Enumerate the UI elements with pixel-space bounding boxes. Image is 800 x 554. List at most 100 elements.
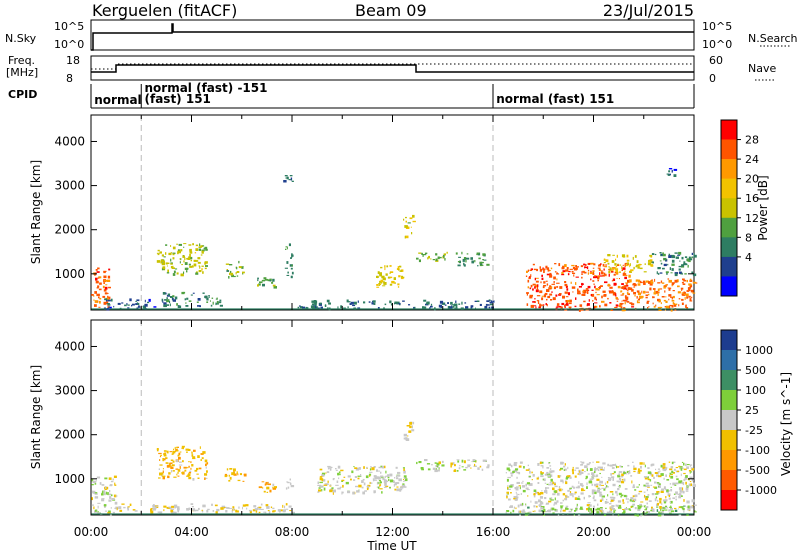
- power-colorbar-swatch: [721, 276, 737, 297]
- velocity-colorbar-swatch: [721, 390, 737, 411]
- velocity-data-regions: [91, 421, 697, 517]
- velocity-region: [116, 503, 295, 515]
- power-colorbar-swatch: [721, 256, 737, 277]
- nsky-bottom-tick: 10^0: [54, 38, 84, 51]
- velocity-colorbar-swatch: [721, 410, 737, 431]
- power-region: [257, 277, 277, 289]
- nave-label: Nave: [748, 62, 776, 75]
- velocity-region: [416, 459, 490, 473]
- cpid-program-label: normal: [94, 93, 141, 107]
- velocity-region: [317, 465, 408, 495]
- power-region: [619, 278, 698, 312]
- nsearch-bottom-tick: 10^0: [702, 38, 732, 51]
- power-region: [91, 267, 111, 308]
- power-colorbar-swatch: [721, 120, 737, 140]
- velocity-region: [285, 478, 295, 490]
- velocity-colorbar-tick-label: 25: [745, 404, 759, 417]
- velocity-region: [224, 468, 247, 482]
- power-colorbar-swatch: [721, 217, 737, 238]
- power-colorbar-swatch: [721, 178, 737, 199]
- power-region: [156, 243, 208, 277]
- x-tick-label: 00:00: [677, 525, 712, 539]
- velocity-colorbar-tick-label: 1000: [745, 344, 773, 357]
- velocity-region: [91, 475, 119, 517]
- velocity-colorbar-swatch: [721, 490, 737, 511]
- power-ytick-label: 3000: [54, 179, 85, 193]
- power-colorbar: 28 24 20 16 12 8 4: [720, 119, 759, 297]
- freq-top-tick: 18: [66, 54, 80, 67]
- nsky-label: N.Sky: [5, 32, 37, 45]
- velocity-colorbar-swatch: [721, 370, 737, 391]
- power-ytick-label: 2000: [54, 223, 85, 237]
- velocity-colorbar-tick-label: -1000: [745, 484, 777, 497]
- nave-bottom-tick: 0: [709, 72, 716, 85]
- power-colorbar-frame: [720, 119, 738, 297]
- power-colorbar-tick-label: 16: [745, 192, 759, 205]
- velocity-colorbar-swatch: [721, 450, 737, 471]
- nsky-top-tick: 10^5: [54, 20, 84, 33]
- power-ytick-label: 4000: [54, 134, 85, 148]
- power-data-regions: [91, 168, 698, 312]
- velocity-colorbar-tick-label: 500: [745, 364, 766, 377]
- velocity-colorbar-swatch: [721, 470, 737, 491]
- cpid-program-label: normal (fast) -151: [145, 81, 268, 95]
- date-title: 23/Jul/2015: [603, 1, 694, 20]
- power-region: [416, 251, 448, 263]
- power-region: [666, 168, 678, 177]
- velocity-colorbar-label: Velocity [m s^-1]: [779, 372, 793, 476]
- power-y-axis-label: Slant Range [km]: [29, 160, 43, 264]
- nsearch-label: N.Search: [748, 32, 798, 45]
- velocity-ytick-label: 1000: [54, 472, 85, 486]
- nave-top-tick: 60: [709, 54, 723, 67]
- velocity-region: [156, 445, 209, 481]
- nave-line: [91, 63, 694, 70]
- velocity-colorbar-swatch: [721, 330, 737, 351]
- freq-label-line1: Freq.: [8, 54, 35, 67]
- cpid-panel: normal normal (fast) -151(fast) 151 normal…: [90, 81, 695, 109]
- power-colorbar-swatch: [721, 198, 737, 219]
- power-region: [376, 265, 405, 288]
- power-colorbar-tick-label: 4: [745, 251, 752, 264]
- freq-line: [91, 64, 694, 73]
- cpid-label: CPID: [8, 88, 37, 101]
- power-colorbar-tick-label: 20: [745, 173, 759, 186]
- freq-label-line2: [MHz]: [6, 66, 38, 79]
- velocity-colorbar-swatch: [721, 430, 737, 451]
- velocity-y-axis-label: Slant Range [km]: [29, 365, 43, 469]
- velocity-region: [258, 481, 277, 493]
- velocity-colorbar-tick-label: 100: [745, 384, 766, 397]
- x-tick-label: 12:00: [375, 525, 410, 539]
- power-region: [651, 251, 697, 277]
- cpid-program-label: (fast) 151: [145, 92, 211, 106]
- x-tick-label: 08:00: [275, 525, 310, 539]
- power-colorbar-swatch: [721, 237, 737, 258]
- velocity-panel: 1000 2000 3000 4000 00:00 04:00 08:00 12:00 16:…: [29, 319, 712, 553]
- power-panel: 1000 2000 3000 4000 Slant Range [km]: [29, 114, 698, 312]
- x-tick-label: 20:00: [576, 525, 611, 539]
- power-region: [603, 254, 654, 274]
- velocity-ytick-label: 3000: [54, 384, 85, 398]
- nsky-line: [91, 23, 694, 51]
- power-colorbar-swatch: [721, 139, 737, 160]
- power-colorbar-tick-label: 12: [745, 212, 759, 225]
- x-axis-label: Time UT: [366, 539, 417, 553]
- power-region: [283, 175, 294, 183]
- power-ytick-label: 1000: [54, 267, 85, 281]
- velocity-colorbar-frame: [720, 329, 738, 511]
- power-region: [225, 260, 245, 279]
- freq-bottom-tick: 8: [66, 72, 73, 85]
- power-region: [161, 291, 223, 308]
- power-colorbar-tick-label: 8: [745, 231, 752, 244]
- nsearch-top-tick: 10^5: [702, 20, 732, 33]
- power-colorbar-label: Power [dB]: [756, 175, 770, 240]
- power-region: [403, 214, 416, 239]
- power-colorbar-tick-label: 28: [745, 134, 759, 147]
- station-title: Kerguelen (fitACF): [92, 1, 237, 20]
- x-tick-label: 04:00: [174, 525, 209, 539]
- power-region: [284, 243, 294, 279]
- power-colorbar-tick-label: 24: [745, 153, 759, 166]
- power-colorbar-swatch: [721, 159, 737, 179]
- nsky-panel-frame: [90, 19, 695, 51]
- velocity-colorbar: 1000 500 100 25 -25 -100 -500 -1000: [720, 329, 777, 511]
